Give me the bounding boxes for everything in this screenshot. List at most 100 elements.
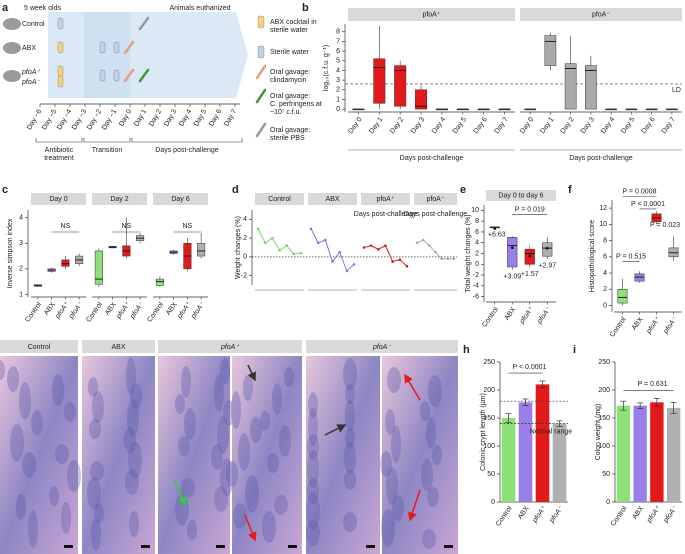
- x-tick-label: pfoA⁻: [129, 300, 146, 321]
- facet-strip: [520, 8, 682, 21]
- facet-strip: [361, 193, 410, 205]
- x-tick-label: pfoA⁻: [662, 315, 679, 336]
- bar: [616, 405, 631, 502]
- y-tick-label: 100: [598, 443, 610, 450]
- y-axis-title: Colon weight (mg): [595, 404, 602, 461]
- bar: [633, 405, 647, 502]
- crypt: [211, 444, 223, 470]
- histology-image: [232, 356, 302, 554]
- crypt: [307, 450, 319, 488]
- y-tick-label: 10: [471, 207, 479, 214]
- y-tick-label: 4: [19, 215, 23, 222]
- crypt: [272, 383, 282, 415]
- mouse-icon: [3, 42, 21, 54]
- crypt: [307, 434, 319, 460]
- phase-bracket: [83, 138, 131, 143]
- crypt: [125, 469, 139, 495]
- weight-point: [299, 251, 303, 255]
- y-tick-label: 0: [336, 106, 340, 113]
- y-tick-label: 3: [336, 77, 340, 84]
- x-tick-label: Control: [24, 301, 43, 324]
- crypt: [420, 401, 430, 421]
- y-tick-label: 8: [336, 29, 340, 36]
- x-tick-label: Day 1: [539, 116, 555, 135]
- legend-icon: [255, 88, 267, 104]
- histology-image: [306, 356, 380, 554]
- box: [94, 250, 103, 285]
- arrow: [244, 514, 257, 542]
- panel-label: i: [573, 344, 576, 356]
- x-tick-label: Control: [146, 301, 165, 324]
- legend-text: ABX cocktail in: [270, 19, 317, 26]
- facet-note: Days post-challenge: [354, 211, 418, 218]
- mean-dot: [545, 246, 549, 250]
- x-tick-label: Day 3: [410, 116, 426, 135]
- weight-point: [391, 260, 394, 263]
- crypt: [178, 436, 190, 456]
- legend-icon: [255, 64, 267, 80]
- crypt: [307, 478, 319, 504]
- arrow: [408, 489, 421, 522]
- water-tube: [113, 41, 120, 54]
- crypt: [67, 460, 81, 492]
- significance: NS: [61, 223, 71, 230]
- crypt: [231, 391, 241, 429]
- phase-label: Transition: [92, 147, 123, 154]
- p-value: P = 0.0008: [623, 189, 657, 196]
- crypt: [61, 502, 71, 534]
- weight-point: [338, 250, 341, 254]
- box: [373, 58, 386, 104]
- image-header: [82, 340, 155, 353]
- box: [617, 289, 628, 304]
- x-tick-label: pfoA⁺: [54, 300, 71, 321]
- crypt: [19, 382, 31, 420]
- crypt: [345, 428, 355, 448]
- bar: [650, 402, 664, 502]
- crypt: [64, 402, 76, 422]
- legend-text: Oral gavage:: [270, 69, 310, 76]
- x-tick-label: pfoA⁺: [645, 315, 662, 336]
- facet-strip: [414, 193, 457, 205]
- phase-label: Days post-challenge: [155, 147, 219, 154]
- facet-strip: [308, 193, 357, 205]
- crypt: [308, 392, 318, 418]
- x-tick-label: ABX: [504, 306, 518, 322]
- y-tick-label: 6: [475, 229, 479, 236]
- weight-point: [369, 244, 373, 247]
- y-tick-label: 4: [475, 240, 479, 247]
- y-tick-label: 2: [603, 286, 607, 293]
- crypt: [52, 374, 64, 406]
- significance: NS: [122, 223, 132, 230]
- scale-bar: [216, 545, 225, 548]
- y-axis-title: Total weight changes (%): [465, 214, 472, 292]
- x-tick-label: pfoA⁻: [190, 300, 207, 321]
- y-tick-label: 4: [243, 216, 247, 223]
- y-tick-label: 150: [598, 415, 610, 422]
- weight-point: [309, 227, 313, 231]
- crypt: [306, 492, 320, 530]
- crypt: [284, 367, 294, 387]
- endpoint-label: Animals euthanized: [169, 5, 230, 12]
- x-tick-label: Day 7: [493, 116, 509, 135]
- crypt: [181, 478, 195, 498]
- weight-line: [416, 239, 454, 260]
- crypt: [128, 441, 142, 479]
- box: [394, 65, 407, 107]
- weight-point: [352, 263, 356, 266]
- crypt: [250, 417, 262, 443]
- y-tick-label: 2: [475, 250, 479, 257]
- y-tick-label: 3: [19, 240, 23, 247]
- weight-point: [263, 241, 267, 245]
- bar: [535, 384, 550, 502]
- y-tick-label: 0: [243, 254, 247, 261]
- crypt: [427, 487, 439, 507]
- x-tick-label: Control: [85, 301, 104, 324]
- facet-strip: [153, 193, 208, 205]
- weight-point: [452, 257, 456, 261]
- mean-dot: [510, 246, 514, 250]
- facet-strip: [92, 193, 147, 205]
- facet-label: pfoA⁺: [422, 11, 440, 18]
- panel-label: a: [2, 2, 9, 14]
